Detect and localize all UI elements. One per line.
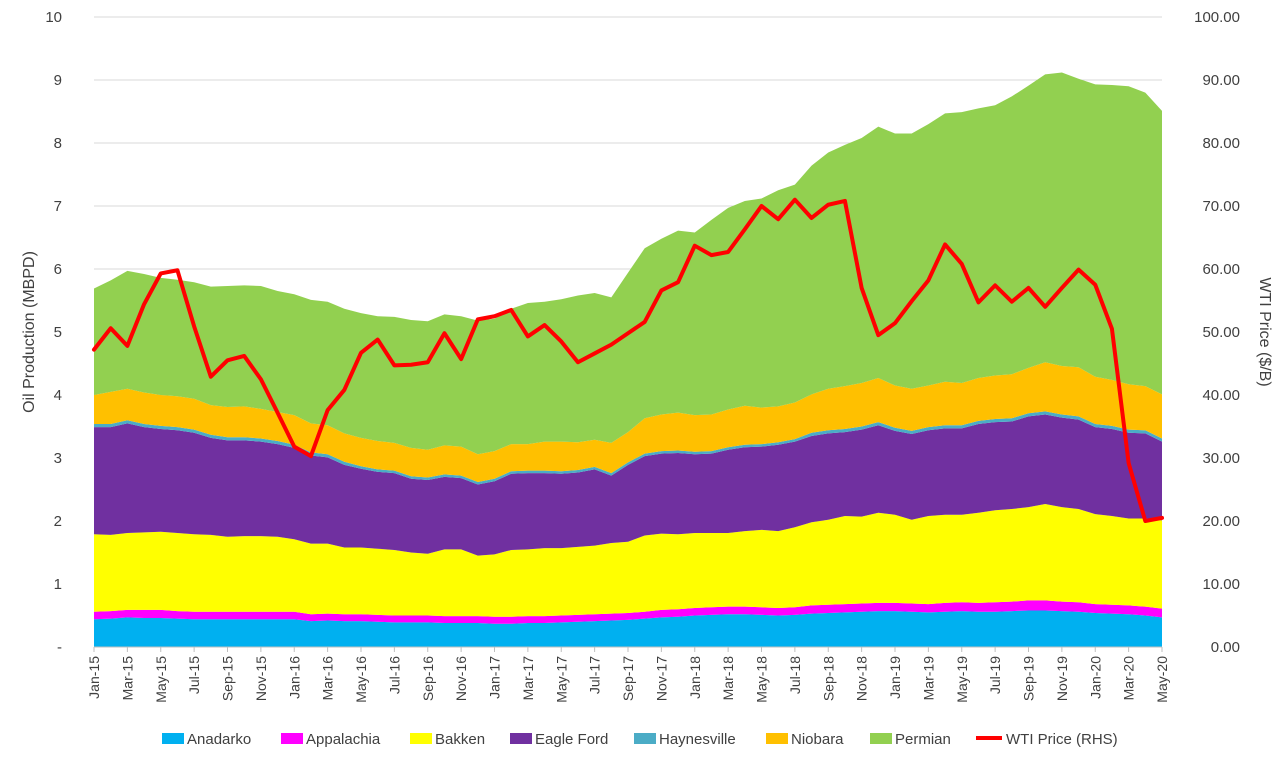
x-tick-label: Jan-16 [286, 656, 302, 699]
x-tick-label: Jul-18 [787, 656, 803, 694]
left-axis-ticks: - 1 2 3 4 5 6 7 8 9 10 [45, 9, 62, 656]
legend-swatch-haynesville [634, 733, 656, 744]
x-tick-label: Jan-20 [1087, 656, 1103, 699]
y-tick-label: 4 [54, 387, 62, 404]
right-axis-ticks: 0.00 10.00 20.00 30.00 40.00 50.00 60.00 70.00 8… [1194, 9, 1240, 656]
y-tick-label: 8 [54, 135, 62, 152]
legend-label-niobara: Niobara [791, 731, 844, 748]
x-tick-label: Jan-15 [86, 656, 102, 699]
y2-tick-label: 20.00 [1202, 513, 1240, 530]
y2-tick-label: 40.00 [1202, 387, 1240, 404]
legend-label-haynesville: Haynesville [659, 731, 736, 748]
price-lines [92, 197, 1164, 523]
x-tick-label: Mar-16 [320, 656, 336, 701]
x-tick-label: Sep-17 [620, 656, 636, 701]
x-tick-label: Jul-15 [186, 656, 202, 694]
area-permian [94, 72, 1162, 455]
x-tick-label: Jul-17 [587, 656, 603, 694]
y-axis-title: Oil Production (MBPD) [21, 251, 38, 413]
y-tick-label: 1 [54, 576, 62, 593]
legend: Anadarko Appalachia Bakken Eagle Ford Haynes… [162, 731, 1118, 748]
x-tick-label: May-17 [553, 656, 569, 703]
legend-label-appalachia: Appalachia [306, 731, 381, 748]
y2-tick-label: 70.00 [1202, 198, 1240, 215]
y2-tick-label: 0.00 [1211, 639, 1240, 656]
legend-swatch-permian [870, 733, 892, 744]
x-tick-label: May-18 [754, 656, 770, 703]
x-tick-label: Sep-19 [1021, 656, 1037, 701]
y-tick-label: 9 [54, 72, 62, 89]
x-tick-label: Jan-18 [687, 656, 703, 699]
y2-tick-label: 100.00 [1194, 9, 1240, 26]
line-wti-price [92, 197, 1164, 523]
y-tick-label: 2 [54, 513, 62, 530]
y2-tick-label: 80.00 [1202, 135, 1240, 152]
x-axis-ticks: Jan-15 Mar-15 May-15 Jul-15 Sep-15 Nov-15 Jan-… [86, 647, 1170, 703]
x-tick-label: Sep-15 [220, 656, 236, 701]
area-appalachia [94, 600, 1162, 624]
x-tick-label: Mar-17 [520, 656, 536, 701]
legend-label-eagle-ford: Eagle Ford [535, 731, 608, 748]
legend-swatch-anadarko [162, 733, 184, 744]
x-tick-label: Jan-19 [887, 656, 903, 699]
y-tick-label: 6 [54, 261, 62, 278]
area-anadarko [94, 610, 1162, 647]
legend-swatch-appalachia [281, 733, 303, 744]
y2-tick-label: 10.00 [1202, 576, 1240, 593]
legend-label-bakken: Bakken [435, 731, 485, 748]
x-tick-label: May-20 [1154, 656, 1170, 703]
x-tick-label: Nov-15 [253, 656, 269, 701]
area-niobara [94, 362, 1162, 482]
x-tick-label: Nov-17 [653, 656, 669, 701]
stacked-areas [94, 72, 1162, 647]
x-tick-label: Jan-17 [487, 656, 503, 699]
y-tick-label: 7 [54, 198, 62, 215]
y2-tick-label: 30.00 [1202, 450, 1240, 467]
x-tick-label: Sep-18 [820, 656, 836, 701]
y2-tick-label: 60.00 [1202, 261, 1240, 278]
area-eagle-ford [94, 414, 1162, 556]
legend-label-permian: Permian [895, 731, 951, 748]
x-tick-label: Mar-15 [119, 656, 135, 701]
legend-label-wti-price-rhs: WTI Price (RHS) [1006, 731, 1118, 748]
x-tick-label: May-15 [153, 656, 169, 703]
y-tick-label: 10 [45, 9, 62, 26]
x-tick-label: Nov-16 [453, 656, 469, 701]
y2-tick-label: 90.00 [1202, 72, 1240, 89]
legend-swatch-eagle-ford [510, 733, 532, 744]
x-tick-label: Mar-18 [720, 656, 736, 701]
x-tick-label: Jul-16 [386, 656, 402, 694]
y-tick-label: 5 [54, 324, 62, 341]
area-bakken [94, 503, 1162, 617]
x-tick-label: Mar-20 [1121, 656, 1137, 701]
legend-swatch-bakken [410, 733, 432, 744]
x-tick-label: May-19 [954, 656, 970, 703]
x-tick-label: Nov-19 [1054, 656, 1070, 701]
x-tick-label: Mar-19 [920, 656, 936, 701]
y-tick-label: - [57, 639, 62, 656]
x-tick-label: Jul-19 [987, 656, 1003, 694]
x-tick-label: May-16 [353, 656, 369, 703]
legend-label-anadarko: Anadarko [187, 731, 251, 748]
y-tick-label: 3 [54, 450, 62, 467]
legend-swatch-niobara [766, 733, 788, 744]
x-tick-label: Sep-16 [420, 656, 436, 701]
x-tick-label: Nov-18 [854, 656, 870, 701]
y2-tick-label: 50.00 [1202, 324, 1240, 341]
y2-axis-title: WTI Price ($/B) [1256, 277, 1273, 386]
